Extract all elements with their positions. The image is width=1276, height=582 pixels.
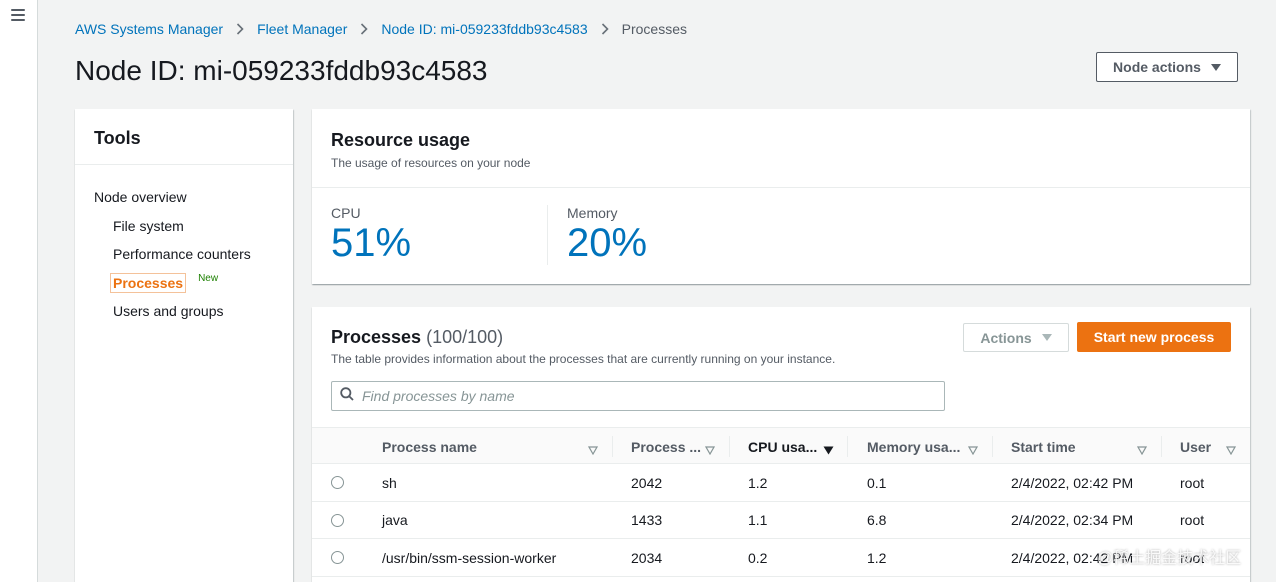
table-row[interactable]: /usr/bin/ssm-session-worker 2034 0.2 1.2… xyxy=(312,539,1250,577)
row-select-radio[interactable] xyxy=(331,476,344,489)
nav-item-label: Performance counters xyxy=(113,246,251,263)
nav-item-label: Node overview xyxy=(94,189,187,206)
breadcrumb-current: Processes xyxy=(621,21,687,37)
breadcrumb-link-fleet-manager[interactable]: Fleet Manager xyxy=(257,21,348,37)
cell-process-name: java xyxy=(382,512,408,528)
nav-item-file-system[interactable]: File system xyxy=(75,212,293,241)
row-select-radio[interactable] xyxy=(331,513,344,527)
search-box xyxy=(331,381,945,411)
sort-icon[interactable] xyxy=(1136,442,1148,460)
cell-cpu-usage: 1.2 xyxy=(748,474,768,491)
resource-usage-description: The usage of resources on your node xyxy=(331,156,531,170)
actions-label: Actions xyxy=(980,329,1032,346)
memory-label: Memory xyxy=(567,205,618,221)
column-header-process-id[interactable]: Process ... xyxy=(631,438,702,455)
cpu-value: 51% xyxy=(331,221,412,265)
chevron-right-icon xyxy=(236,23,244,35)
cell-start-time: 2/4/2022, 02:42 PM xyxy=(1011,474,1134,491)
caret-down-icon xyxy=(1210,63,1221,71)
cpu-label: CPU xyxy=(331,205,361,221)
sort-descending-icon[interactable] xyxy=(823,442,834,460)
column-divider xyxy=(729,436,730,457)
cell-memory-usage: 6.8 xyxy=(867,512,887,528)
cell-user: root xyxy=(1180,474,1205,491)
processes-count: (100/100) xyxy=(426,327,504,347)
cell-memory-usage: 0.1 xyxy=(867,474,887,491)
resource-usage-card: Resource usage The usage of resources on… xyxy=(312,109,1250,284)
column-header-user[interactable]: User xyxy=(1180,438,1212,455)
cell-cpu-usage: 1.1 xyxy=(748,512,768,528)
cell-user: root xyxy=(1180,549,1205,566)
nav-item-processes[interactable]: Processes New xyxy=(75,269,293,298)
nav-item-performance-counters[interactable]: Performance counters xyxy=(75,240,293,269)
actions-button[interactable]: Actions xyxy=(963,323,1069,352)
table-row[interactable]: sh 2042 1.2 0.1 2/4/2022, 02:42 PM root xyxy=(312,464,1250,502)
column-header-cpu-usage[interactable]: CPU usa... xyxy=(748,438,818,455)
left-rail xyxy=(0,0,38,582)
row-select-radio[interactable] xyxy=(331,551,344,564)
cell-start-time: 2/4/2022, 02:42 PM xyxy=(1011,549,1134,566)
processes-card: Processes (100/100) The table provides i… xyxy=(312,307,1250,582)
hamburger-menu-icon[interactable] xyxy=(11,9,25,21)
table-header: Process name Process ... CPU usa... Memo… xyxy=(312,427,1250,464)
processes-title-text: Processes xyxy=(331,327,422,347)
sort-icon[interactable] xyxy=(704,442,716,460)
watermark: @稀土掘金技术社区 xyxy=(1097,550,1242,567)
processes-description: The table provides information about the… xyxy=(331,352,836,366)
processes-table: Process name Process ... CPU usa... Memo… xyxy=(312,427,1250,577)
metrics-row: CPU 51% Memory 20% xyxy=(312,188,1250,265)
tools-nav: Node overview File system Performance co… xyxy=(75,165,293,326)
resource-usage-title: Resource usage xyxy=(331,130,471,150)
table-row[interactable]: java 1433 1.1 6.8 2/4/2022, 02:34 PM roo… xyxy=(312,502,1250,539)
search-input[interactable] xyxy=(362,388,932,404)
cell-process-name: sh xyxy=(382,474,397,491)
page-title: Node ID: mi-059233fddb93c4583 xyxy=(75,55,488,86)
cell-process-id: 2042 xyxy=(631,474,663,491)
cpu-metric: CPU 51% xyxy=(312,205,547,265)
memory-metric: Memory 20% xyxy=(547,205,782,265)
breadcrumb-link-node-id[interactable]: Node ID: mi-059233fddb93c4583 xyxy=(381,21,588,37)
tools-title: Tools xyxy=(75,109,293,165)
processes-title: Processes (100/100) xyxy=(331,327,503,348)
breadcrumb-link-systems-manager[interactable]: AWS Systems Manager xyxy=(75,21,224,37)
search-icon xyxy=(340,386,354,406)
nav-item-label: File system xyxy=(113,217,184,234)
nav-item-node-overview[interactable]: Node overview xyxy=(75,183,293,212)
caret-down-icon xyxy=(1041,334,1052,341)
node-actions-button[interactable]: Node actions xyxy=(1096,52,1238,82)
column-header-memory-usage[interactable]: Memory usa... xyxy=(867,438,961,455)
cell-user: root xyxy=(1180,512,1205,528)
breadcrumb: AWS Systems Manager Fleet Manager Node I… xyxy=(75,20,687,38)
cell-process-name: /usr/bin/ssm-session-worker xyxy=(382,549,557,566)
cell-memory-usage: 1.2 xyxy=(867,549,887,566)
memory-value: 20% xyxy=(567,221,648,265)
start-new-process-button[interactable]: Start new process xyxy=(1077,322,1231,352)
tools-panel: Tools Node overview File system Performa… xyxy=(75,109,293,582)
cell-cpu-usage: 0.2 xyxy=(748,549,768,566)
sort-icon[interactable] xyxy=(1225,442,1237,460)
cell-start-time: 2/4/2022, 02:34 PM xyxy=(1011,512,1134,528)
sort-icon[interactable] xyxy=(587,442,599,460)
cell-process-id: 2034 xyxy=(631,549,663,566)
new-badge: New xyxy=(198,273,219,285)
column-divider xyxy=(992,436,993,457)
cell-process-id: 1433 xyxy=(631,512,663,528)
column-divider xyxy=(612,436,613,457)
nav-item-label-active: Processes xyxy=(110,272,187,293)
column-divider xyxy=(1161,436,1162,457)
chevron-right-icon xyxy=(601,23,609,35)
nav-item-users-and-groups[interactable]: Users and groups xyxy=(75,297,293,326)
chevron-right-icon xyxy=(360,23,369,35)
sort-icon[interactable] xyxy=(967,442,979,460)
column-divider xyxy=(847,436,848,457)
node-actions-label: Node actions xyxy=(1113,59,1201,75)
column-header-start-time[interactable]: Start time xyxy=(1011,438,1076,455)
nav-item-label: Users and groups xyxy=(113,303,224,320)
column-header-process-name[interactable]: Process name xyxy=(382,438,477,455)
resource-usage-header: Resource usage The usage of resources on… xyxy=(312,109,1250,188)
